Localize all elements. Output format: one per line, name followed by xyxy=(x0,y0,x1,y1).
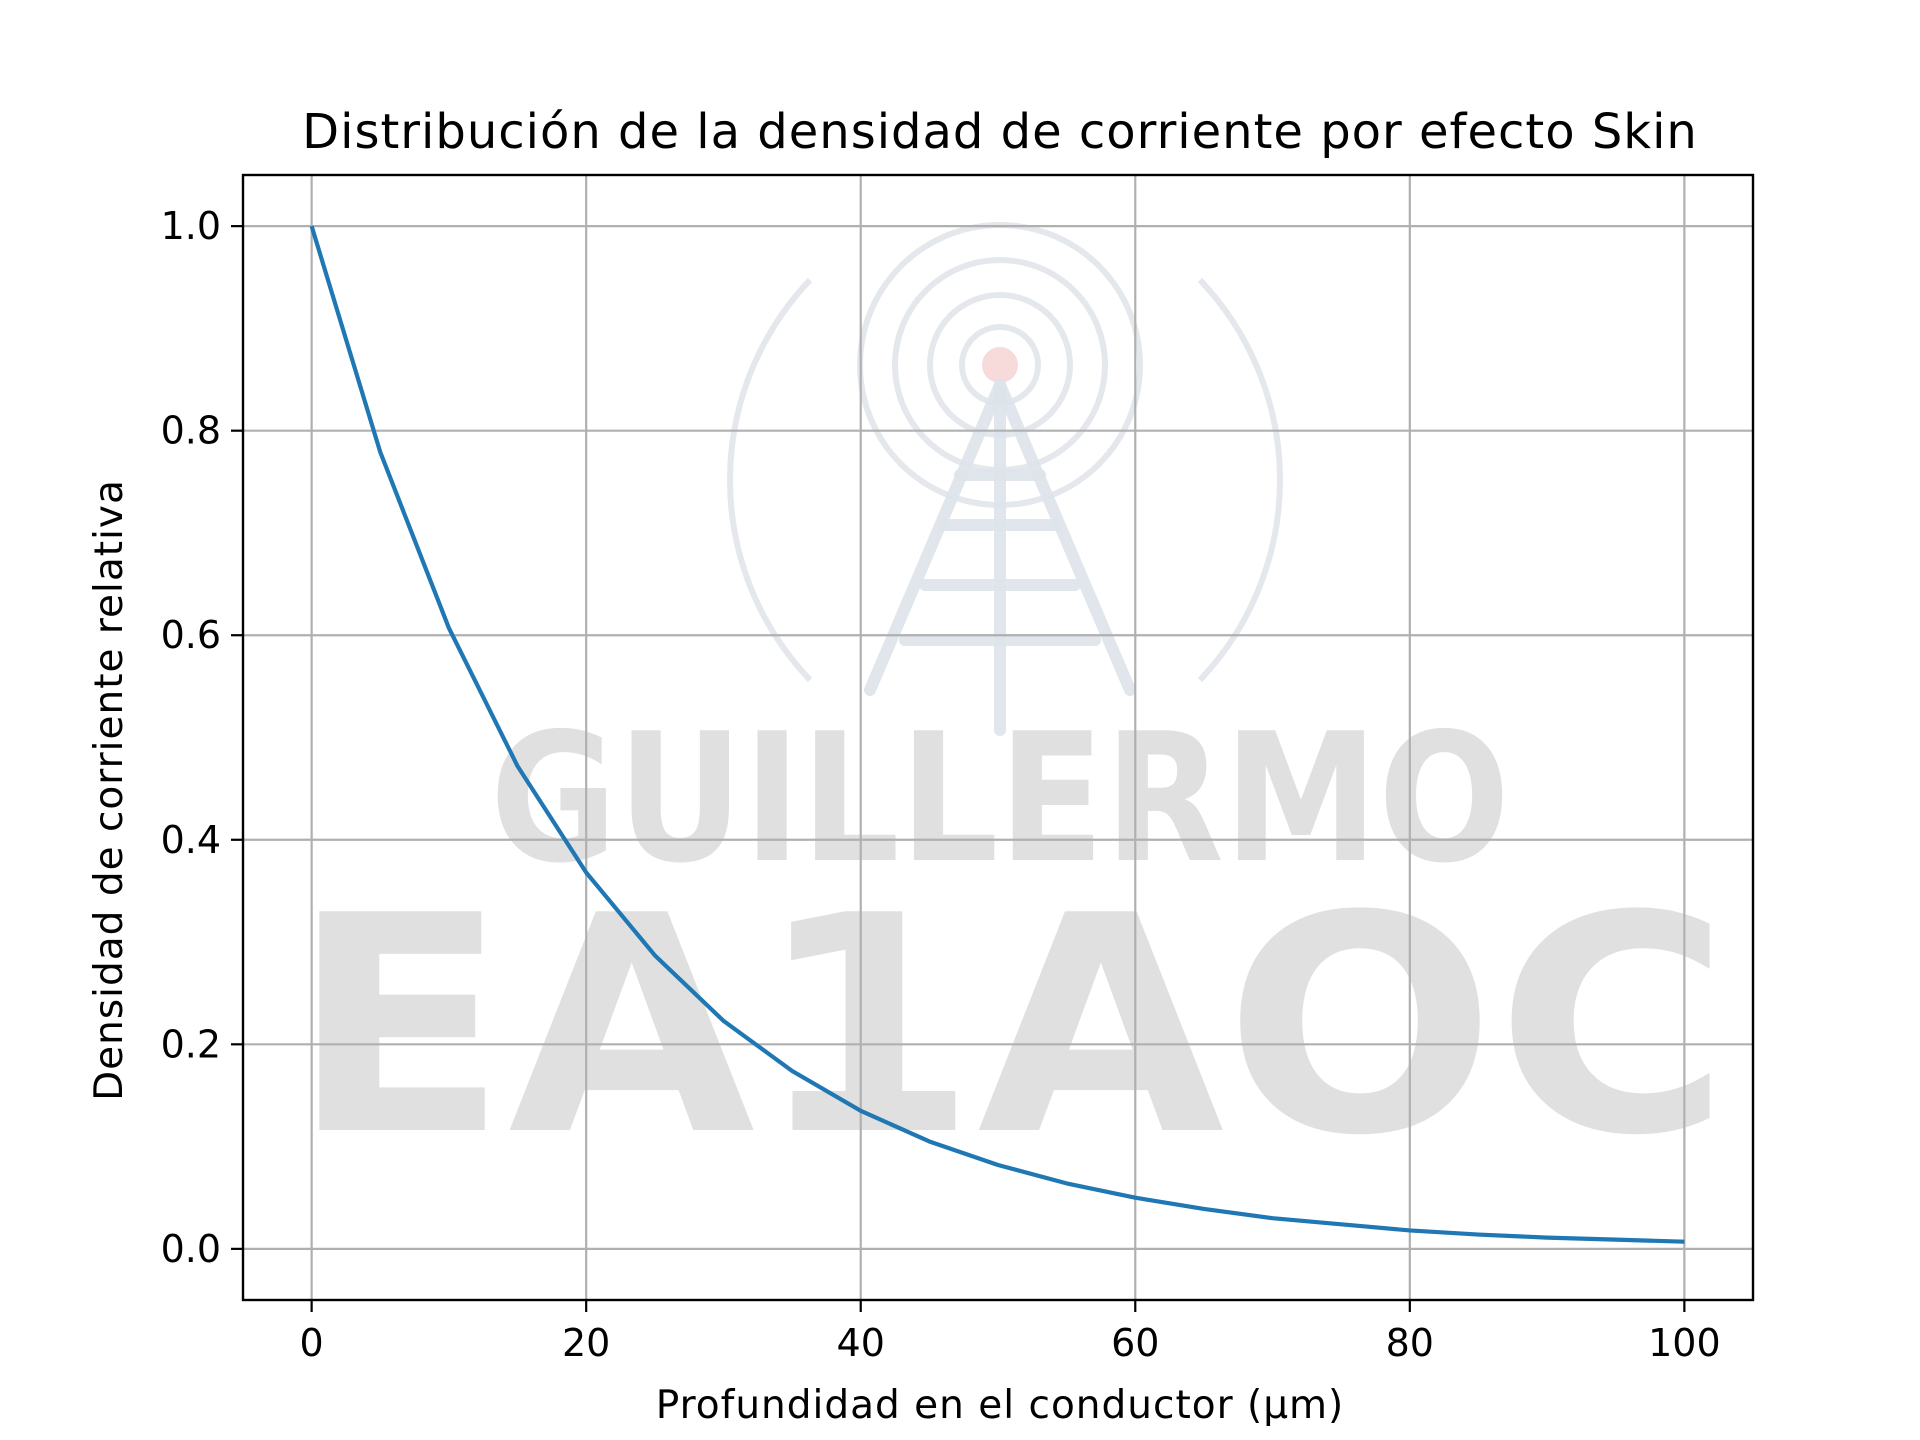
x-tick-label: 0 xyxy=(300,1321,324,1365)
y-tick-label: 0.6 xyxy=(161,613,221,657)
x-tick-label: 80 xyxy=(1386,1321,1434,1365)
y-tick-label: 0.2 xyxy=(161,1022,221,1066)
watermark-line2: EA1AOC xyxy=(290,852,1730,1201)
y-tick-label: 1.0 xyxy=(161,204,221,248)
y-axis-label: Densidad de corriente relativa xyxy=(87,479,132,1101)
plot-frame xyxy=(241,173,1755,1302)
ticks: 0 20 40 60 80 100 0.0 0.2 0.4 0.6 0.8 1.0 xyxy=(161,204,1721,1365)
y-tick-label: 0.0 xyxy=(161,1227,221,1271)
x-tick-label: 60 xyxy=(1111,1321,1159,1365)
x-tick-label: 100 xyxy=(1648,1321,1721,1365)
radio-tower-icon xyxy=(727,222,1283,736)
series-line xyxy=(309,225,1685,1244)
watermark: GUILLERMO EA1AOC xyxy=(290,222,1730,1201)
y-tick-label: 0.4 xyxy=(161,818,221,862)
x-tick-label: 40 xyxy=(837,1321,885,1365)
x-axis-label: Profundidad en el conductor (μm) xyxy=(656,1383,1345,1428)
x-tick-label: 20 xyxy=(562,1321,610,1365)
series-layer xyxy=(309,225,1685,1244)
chart-title: Distribución de la densidad de corriente… xyxy=(302,104,1698,160)
watermark-line1: GUILLERMO xyxy=(490,695,1510,902)
y-tick-label: 0.8 xyxy=(161,409,221,453)
